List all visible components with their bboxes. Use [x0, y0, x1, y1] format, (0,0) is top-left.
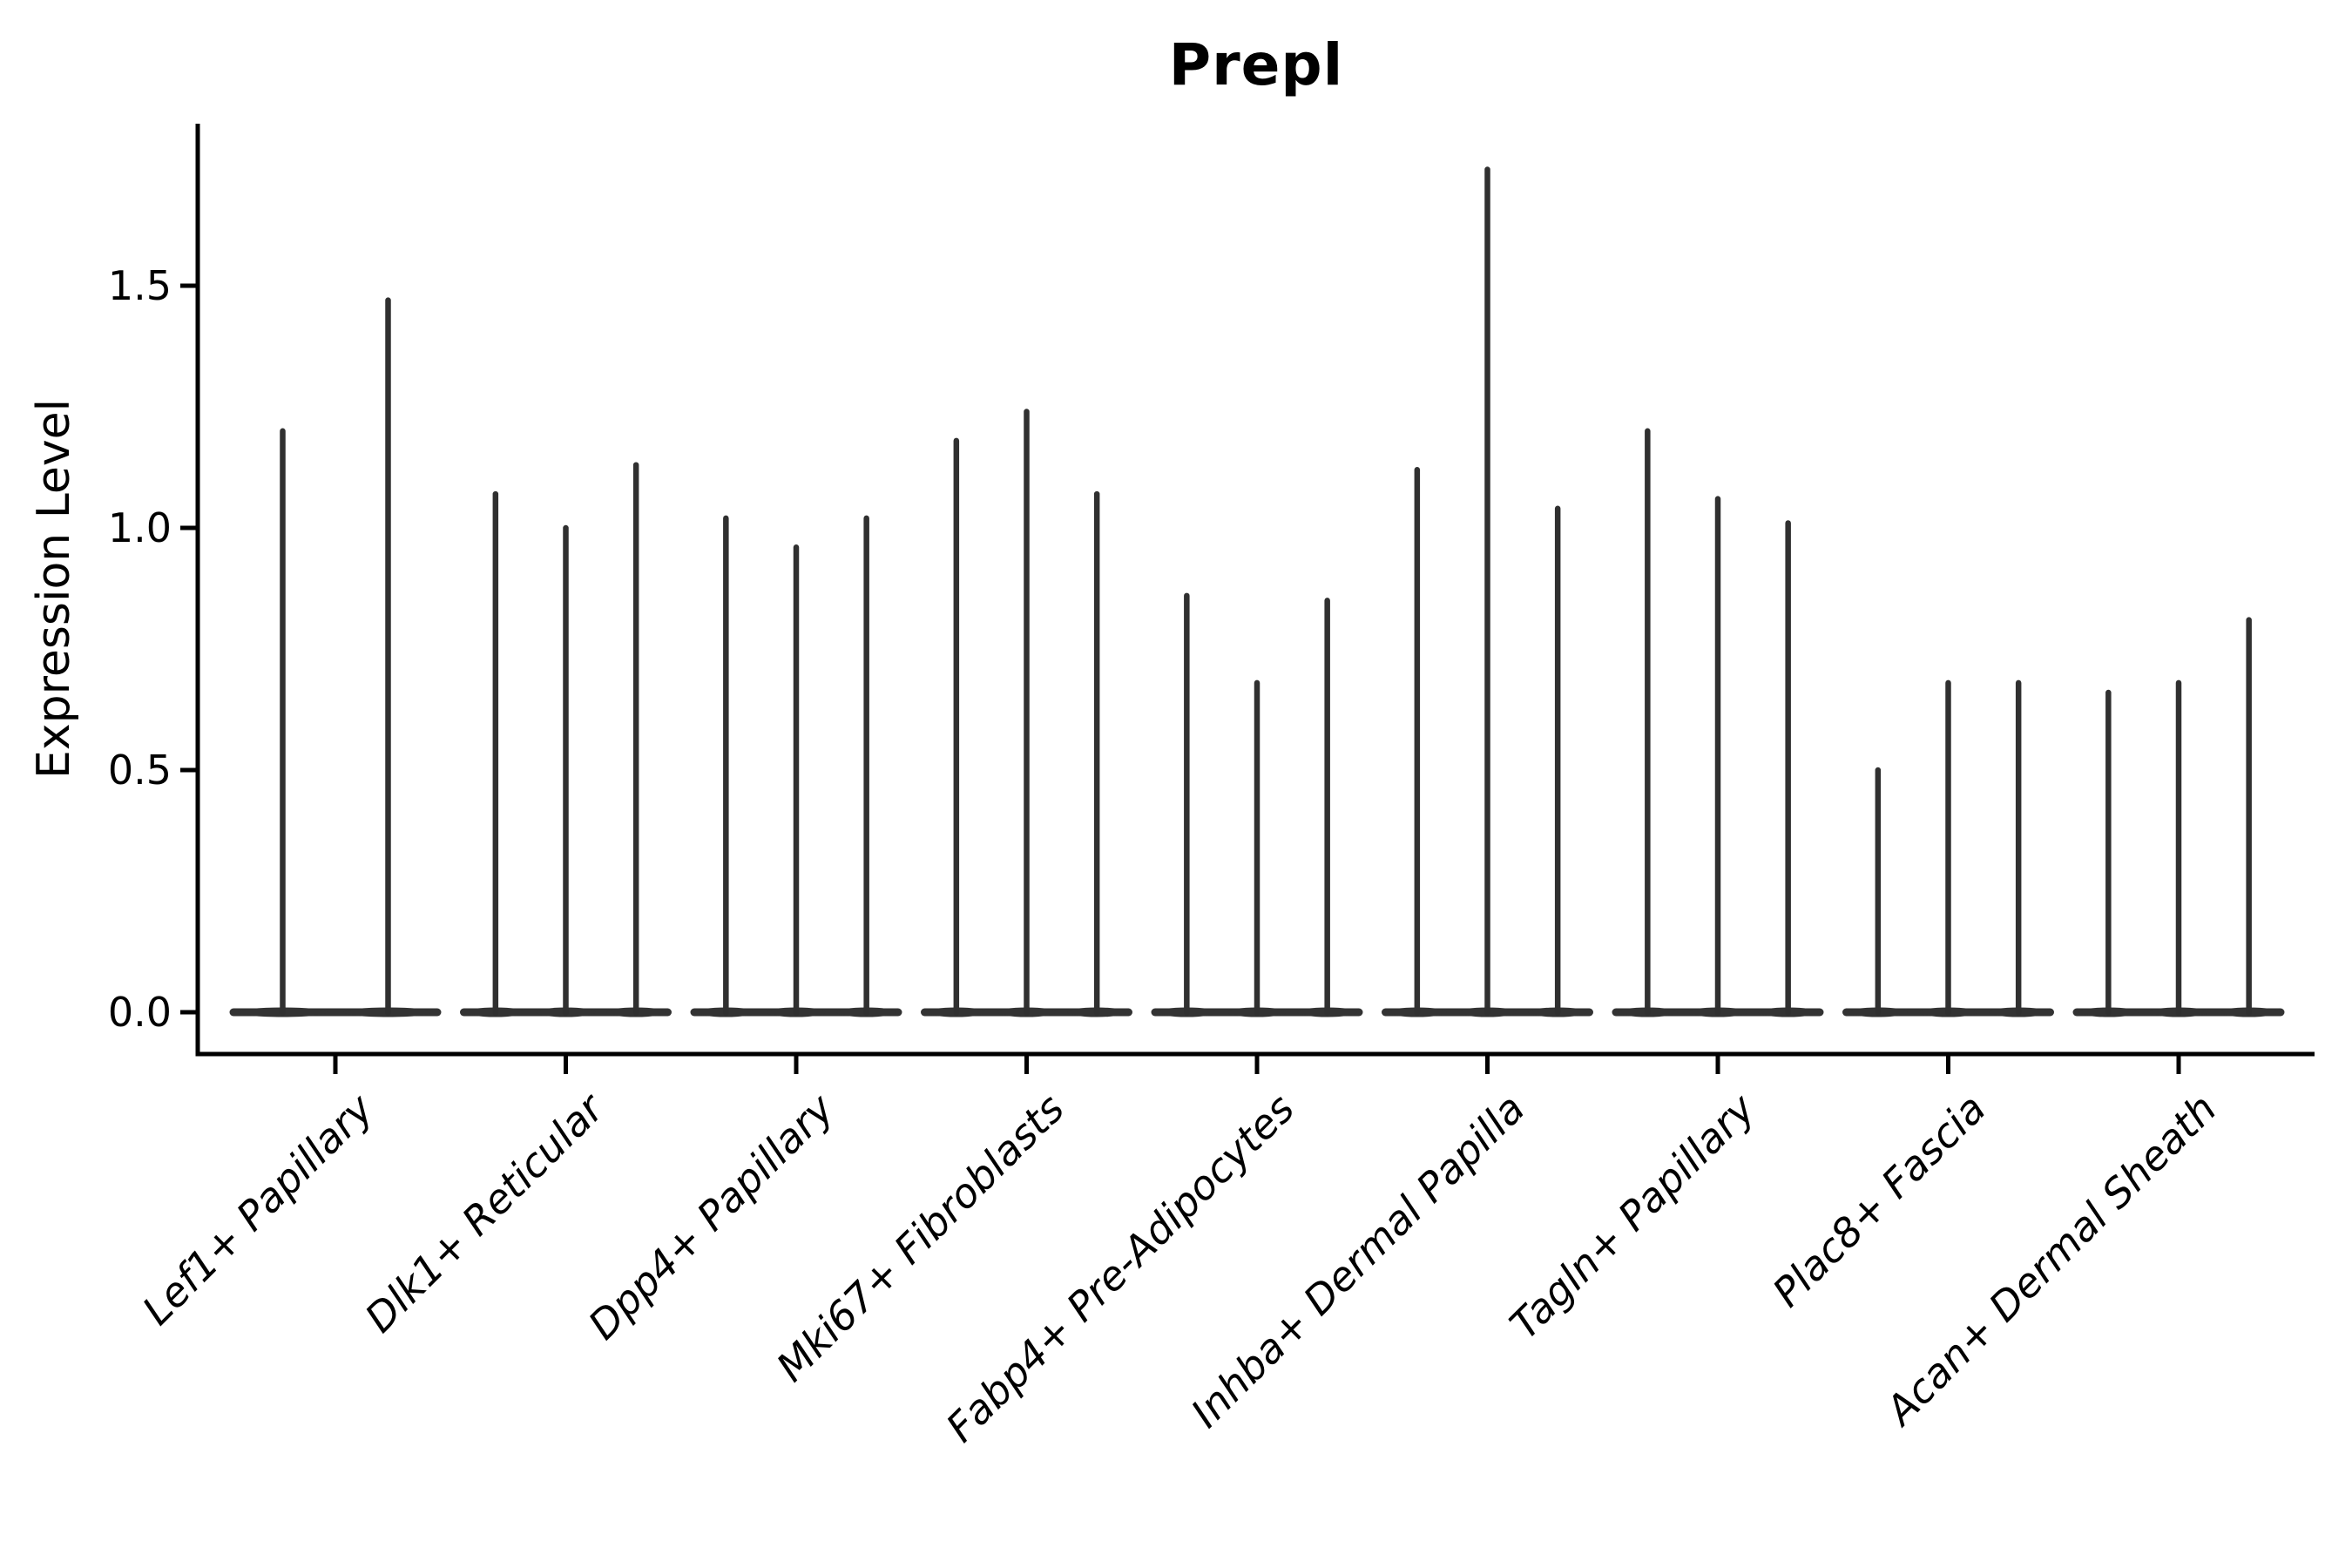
- y-tick-label: 0.5: [107, 747, 172, 794]
- chart-title: Prepl: [1168, 31, 1344, 98]
- y-axis-label: Expression Level: [28, 398, 80, 780]
- y-tick-label: 0.0: [107, 989, 172, 1036]
- y-tick-label: 1.5: [107, 262, 172, 309]
- y-tick-label: 1.0: [107, 504, 172, 551]
